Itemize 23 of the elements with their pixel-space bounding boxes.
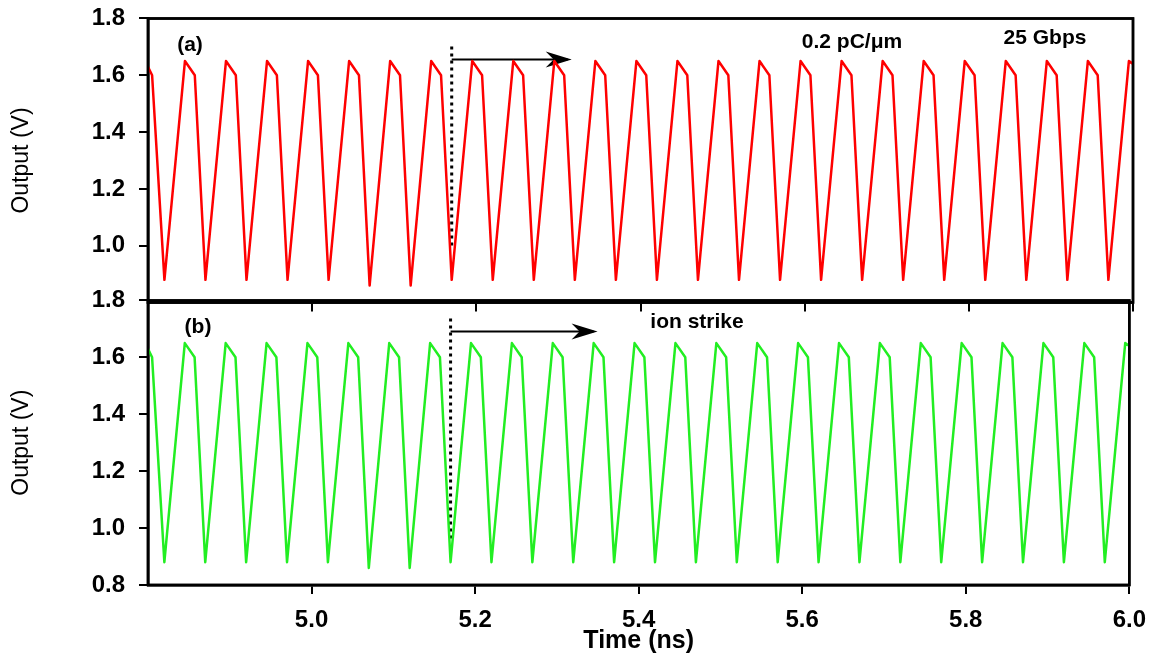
annotation: 0.2 pC/μm: [801, 29, 903, 53]
annotation: ion strike: [650, 309, 744, 333]
y-tick-label: 1.4: [91, 116, 126, 144]
annotation: (a): [177, 32, 203, 56]
x-tick-label: 6.0: [1112, 605, 1147, 633]
y-axis-title: Output (V): [7, 389, 34, 496]
y-tick-label: 1.0: [91, 230, 125, 258]
y-tick-label: 1.2: [91, 173, 125, 201]
x-tick-label: 5.0: [294, 605, 329, 633]
y-tick-label: 1.6: [91, 59, 125, 87]
annotation: 25 Gbps: [1003, 25, 1087, 49]
y-axis-title: Output (V): [7, 107, 34, 214]
y-tick-label: 1.0: [91, 512, 125, 540]
annotation: (b): [184, 314, 212, 338]
y-tick-label: 1.8: [91, 285, 125, 313]
x-tick-label: 5.2: [458, 605, 492, 633]
y-tick-label: 1.8: [91, 3, 125, 31]
y-tick-label: 1.6: [91, 341, 125, 369]
y-tick-label: 0.8: [91, 569, 125, 597]
y-tick-label: 1.2: [91, 455, 125, 483]
y-tick-label: 1.4: [91, 398, 126, 426]
x-tick-label: 5.6: [785, 605, 819, 633]
x-tick-label: 5.8: [949, 605, 983, 633]
